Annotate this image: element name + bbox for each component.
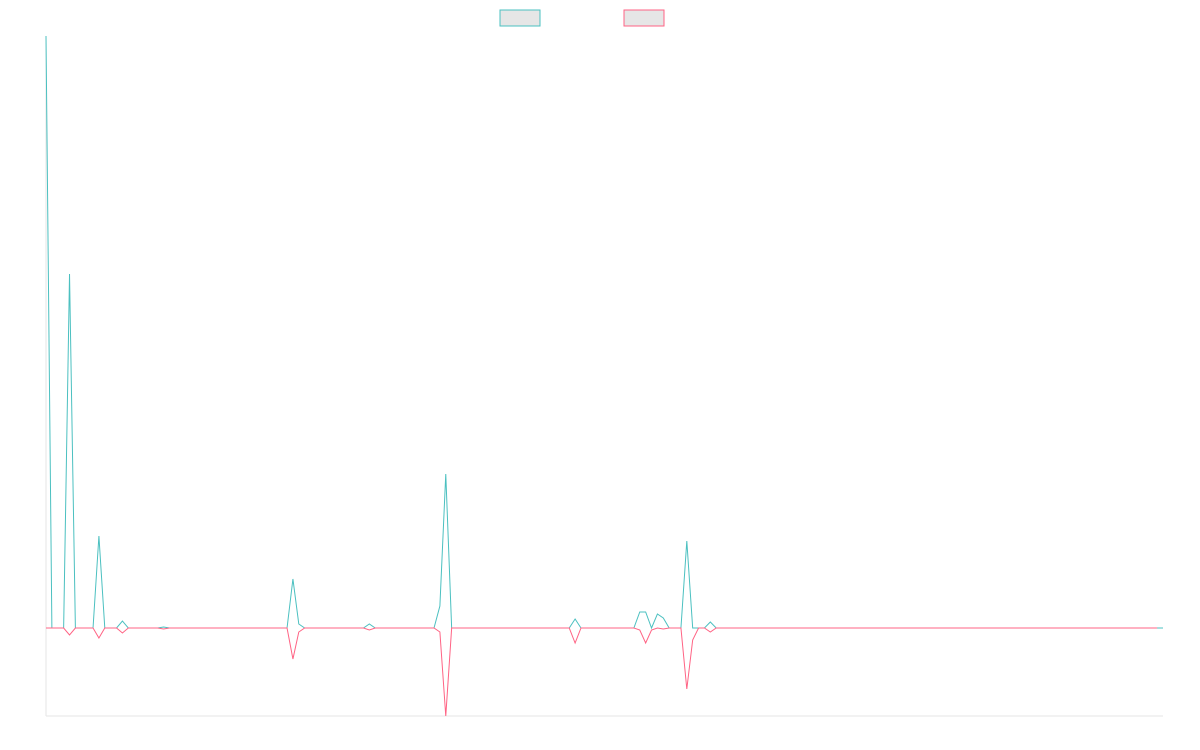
legend[interactable] — [499, 9, 665, 27]
axes — [45, 36, 1163, 717]
series-line-1 — [45, 35, 1163, 630]
legend-swatch-2[interactable] — [623, 9, 665, 27]
series-line-2 — [46, 627, 1158, 717]
legend-swatch-1[interactable] — [499, 9, 541, 27]
legend-item-1[interactable] — [499, 9, 541, 27]
legend-item-2[interactable] — [623, 9, 665, 27]
series-layer — [45, 35, 1163, 717]
